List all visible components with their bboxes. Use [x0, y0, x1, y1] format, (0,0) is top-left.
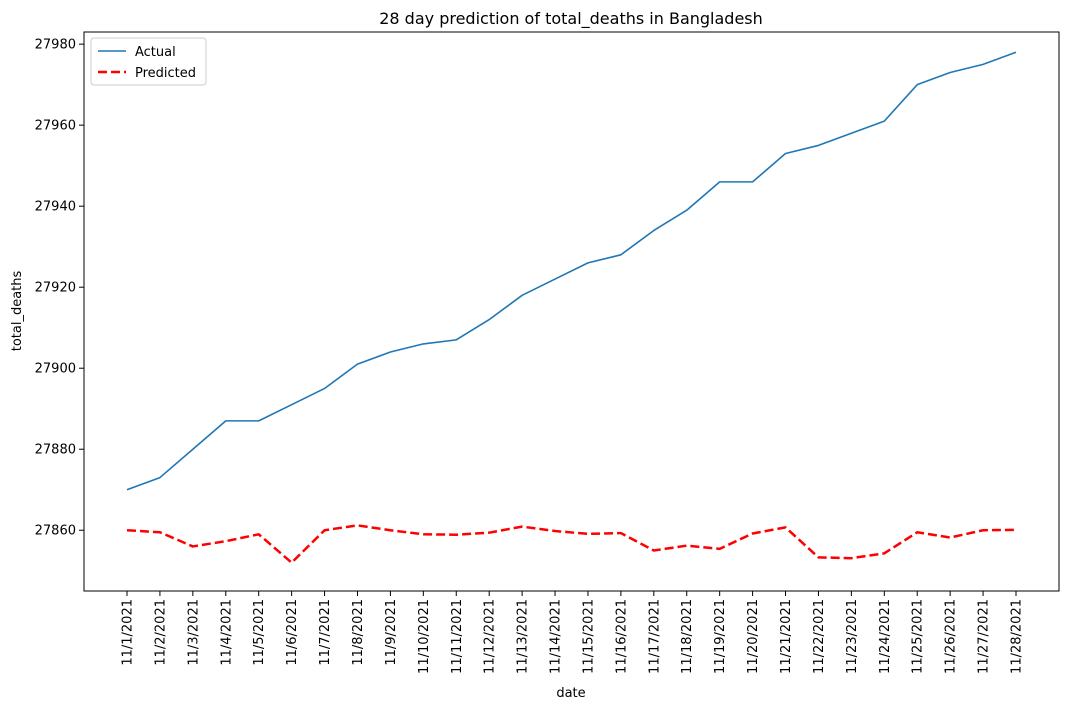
x-tick-label: 11/14/2021	[549, 599, 564, 674]
x-tick-label: 11/4/2021	[219, 599, 234, 666]
legend: Actual Predicted	[90, 37, 207, 86]
x-tick-label: 11/1/2021	[121, 599, 136, 666]
legend-label-actual: Actual	[135, 45, 176, 60]
series-line-actual	[126, 51, 1017, 491]
x-tick-label: 11/5/2021	[252, 599, 267, 666]
x-tick-label: 11/18/2021	[680, 599, 695, 674]
x-axis: 11/1/2021 11/2/2021 11/3/2021 11/4/2021 11/5…	[121, 591, 1025, 674]
x-tick-label: 11/27/2021	[977, 599, 992, 674]
x-tick-label: 11/19/2021	[713, 599, 728, 674]
x-tick-label: 11/10/2021	[417, 599, 432, 674]
plot-area	[83, 31, 1060, 592]
x-tick-label: 11/28/2021	[1010, 599, 1025, 674]
x-tick-label: 11/24/2021	[878, 599, 893, 674]
x-tick-label: 11/11/2021	[450, 599, 465, 674]
x-tick-label: 11/26/2021	[944, 599, 959, 674]
x-tick-label: 11/22/2021	[812, 599, 827, 674]
x-tick-label: 11/17/2021	[647, 599, 662, 674]
y-tick-label: 27960	[35, 119, 76, 134]
series-layer	[126, 51, 1017, 564]
y-tick-label: 27900	[35, 362, 76, 377]
x-tick-label: 11/6/2021	[285, 599, 300, 666]
legend-label-predicted: Predicted	[135, 66, 196, 81]
x-tick-label: 11/15/2021	[581, 599, 596, 674]
y-tick-label: 27860	[35, 524, 76, 539]
y-tick-label: 27920	[35, 281, 76, 296]
x-tick-label: 11/7/2021	[318, 599, 333, 666]
y-tick-label: 27980	[35, 38, 76, 53]
x-tick-label: 11/16/2021	[614, 599, 629, 674]
x-tick-label: 11/25/2021	[911, 599, 926, 674]
chart-title: 28 day prediction of total_deaths in Ban…	[379, 9, 763, 29]
x-tick-label: 11/2/2021	[153, 599, 168, 666]
x-tick-label: 11/23/2021	[845, 599, 860, 674]
y-tick-label: 27880	[35, 443, 76, 458]
y-tick-label: 27940	[35, 200, 76, 215]
x-tick-label: 11/3/2021	[186, 599, 201, 666]
x-tick-label: 11/20/2021	[746, 599, 761, 674]
y-axis-label: total_deaths	[10, 271, 25, 352]
series-line-predicted	[126, 524, 1017, 564]
x-tick-label: 11/12/2021	[483, 599, 498, 674]
x-tick-label: 11/13/2021	[516, 599, 531, 674]
x-tick-label: 11/21/2021	[779, 599, 794, 674]
x-tick-label: 11/8/2021	[351, 599, 366, 666]
x-axis-label: date	[556, 686, 585, 701]
y-axis: 27860 27880 27900 27920 27940 27960 27980	[35, 38, 84, 539]
x-tick-label: 11/9/2021	[384, 599, 399, 666]
